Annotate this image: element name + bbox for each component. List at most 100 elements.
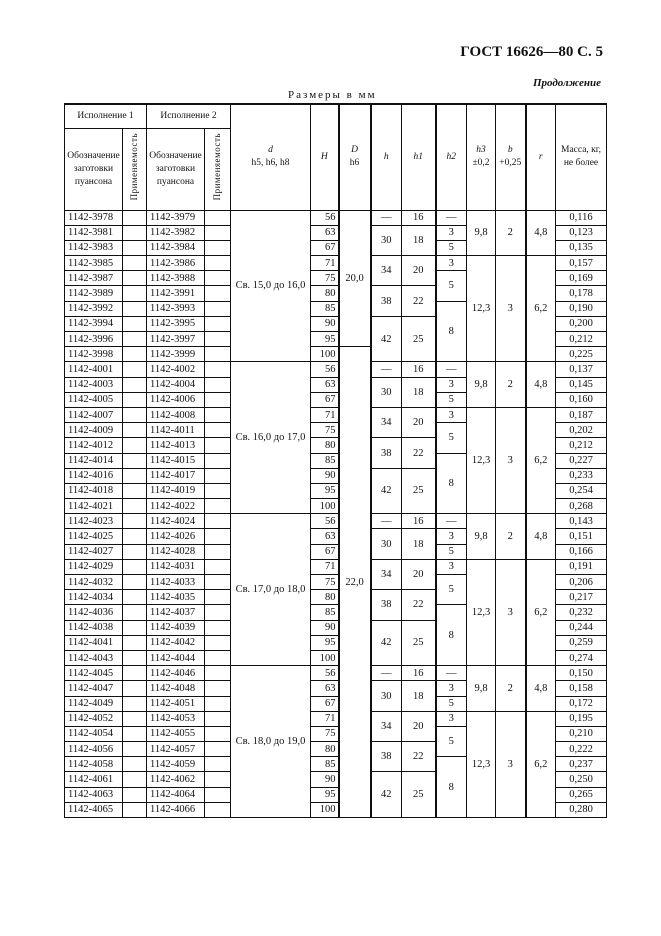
applicability-1: [122, 315, 147, 333]
designation-2: 1142-4028: [146, 543, 205, 560]
H-value: 80: [310, 589, 339, 606]
H-value: 63: [310, 680, 339, 697]
applicability-1: [122, 589, 147, 606]
table-row: 1142-3978 1142-3979 Св. 15,0 до 16,0 56 20,0…: [64, 209, 607, 363]
table-row: 1142-4045 1142-4046 Св. 18,0 до 19,0 56 —16—…: [64, 665, 607, 818]
r-value: 6,2: [524, 558, 556, 667]
designation-2: 1142-4053: [146, 710, 205, 727]
mass-value: 0,206: [555, 573, 607, 591]
mass-value: 0,172: [555, 695, 607, 712]
mass-value: 0,157: [555, 255, 607, 272]
H-value: 85: [310, 300, 339, 317]
applicability-2: [204, 300, 231, 317]
table-row: 1142-3992 1142-3993 85 8 0,190: [64, 300, 607, 363]
H-value: 71: [310, 406, 339, 424]
applicability-2: [204, 710, 231, 727]
applicability-2: [204, 452, 231, 469]
designation-1: 1142-4007: [64, 406, 123, 424]
header-b: b +0,25: [495, 103, 526, 211]
header-designation-2: Обозначение заготовки пуансона: [146, 127, 205, 211]
H-value: 56: [310, 513, 339, 530]
designation-1: 1142-4003: [64, 376, 123, 393]
applicability-1: [122, 209, 147, 226]
header-h3-tolerance: ±0,2: [472, 158, 490, 169]
h2-value: 3: [434, 255, 467, 272]
applicability-2: [204, 528, 231, 545]
designation-2: 1142-4064: [146, 786, 205, 803]
header-designation-1: Обозначение заготовки пуансона: [64, 127, 123, 211]
h1-value: 18: [401, 680, 436, 712]
designation-2: 1142-4044: [146, 649, 205, 667]
h1-value: 20: [401, 558, 436, 591]
header-h: h: [369, 103, 402, 211]
header-d-symbol: d: [268, 145, 273, 156]
header-h1-symbol: h1: [413, 151, 424, 162]
header-h-symbol: h: [383, 151, 389, 162]
designation-1: 1142-4032: [64, 573, 123, 591]
mass-value: 0,212: [555, 437, 607, 454]
h-value: 30: [369, 224, 402, 257]
mass-value: 0,232: [555, 604, 607, 621]
designation-1: 1142-3996: [64, 330, 123, 348]
h1-value: 20: [401, 255, 436, 287]
header-b-symbol: b: [507, 145, 513, 156]
designation-1: 1142-4027: [64, 543, 123, 560]
mass-value: 0,178: [555, 285, 607, 302]
b-value: 2: [495, 513, 526, 560]
header-ispolnenie-1: Исполнение 1: [64, 103, 147, 129]
standard-number: ГОСТ 16626—80 С. 5: [460, 44, 603, 60]
H-value: 95: [310, 634, 339, 651]
h-value: 42: [369, 467, 402, 515]
applicability-2: [204, 376, 231, 393]
table-row: 1142-3989 1142-3991 80 38 22 0,178: [64, 285, 607, 317]
h-value: 30: [369, 376, 402, 408]
designation-1: 1142-3992: [64, 300, 123, 317]
designation-1: 1142-3998: [64, 346, 123, 363]
designation-1: 1142-4021: [64, 498, 123, 515]
applicability-1: [122, 346, 147, 363]
h2-value: 5: [434, 270, 467, 302]
applicability-2: [204, 239, 231, 257]
designation-1: 1142-4025: [64, 528, 123, 545]
applicability-1: [122, 482, 147, 500]
H-value: 71: [310, 558, 339, 576]
table-body: 1142-3978 1142-3979 Св. 15,0 до 16,0 56 20,0…: [64, 209, 607, 819]
mass-value: 0,191: [555, 558, 607, 576]
applicability-2: [204, 315, 231, 333]
table-row: 1142-4029 1142-4031 71 34 20 3 12,3 3 6,2 0,191: [64, 558, 607, 667]
H-value: 95: [310, 482, 339, 500]
H-value: 80: [310, 285, 339, 302]
designation-2: 1142-4006: [146, 391, 205, 408]
continuation-label: Продолжение: [532, 77, 601, 89]
table-row: 1142-4012 1142-4013 80 38 22 0,212: [64, 437, 607, 469]
H-value: 85: [310, 452, 339, 469]
h1-value: 25: [401, 619, 436, 667]
designation-2: 1142-4051: [146, 695, 205, 712]
table-row: 1142-4001 1142-4002 Св. 16,0 до 17,0 56 —16—…: [64, 361, 607, 515]
applicability-2: [204, 680, 231, 697]
d-range: Св. 17,0 до 18,0: [230, 513, 311, 667]
designation-1: 1142-3994: [64, 315, 123, 333]
h1-value: 25: [401, 467, 436, 515]
applicability-1: [122, 422, 147, 439]
designation-2: 1142-4033: [146, 573, 205, 591]
header-b-tolerance: +0,25: [499, 158, 522, 169]
designation-2: 1142-4031: [146, 558, 205, 576]
designation-2: 1142-3995: [146, 315, 205, 333]
designation-1: 1142-4045: [64, 665, 123, 682]
H-value: 75: [310, 573, 339, 591]
designation-1: 1142-4034: [64, 589, 123, 606]
mass-value: 0,158: [555, 680, 607, 697]
designation-2: 1142-3984: [146, 239, 205, 257]
designation-1: 1142-4041: [64, 634, 123, 651]
h3-value: 12,3: [466, 255, 496, 363]
H-value: 100: [310, 498, 339, 515]
H-value: 67: [310, 543, 339, 560]
header-r: r: [524, 103, 556, 211]
applicability-1: [122, 649, 147, 667]
h2-value: 5: [434, 239, 467, 257]
h2-value: 8: [434, 604, 467, 667]
header-ispolnenie-2: Исполнение 2: [146, 103, 231, 129]
designation-1: 1142-4061: [64, 771, 123, 788]
D-value: 20,0: [337, 209, 371, 348]
